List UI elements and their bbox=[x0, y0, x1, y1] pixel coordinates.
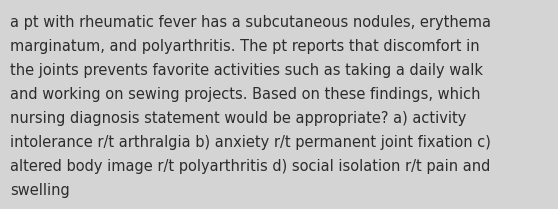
Text: swelling: swelling bbox=[10, 183, 70, 198]
Text: a pt with rheumatic fever has a subcutaneous nodules, erythema: a pt with rheumatic fever has a subcutan… bbox=[10, 15, 491, 30]
Text: intolerance r/t arthralgia b) anxiety r/t permanent joint fixation c): intolerance r/t arthralgia b) anxiety r/… bbox=[10, 135, 491, 150]
Text: and working on sewing projects. Based on these findings, which: and working on sewing projects. Based on… bbox=[10, 87, 480, 102]
Text: the joints prevents favorite activities such as taking a daily walk: the joints prevents favorite activities … bbox=[10, 63, 483, 78]
Text: nursing diagnosis statement would be appropriate? a) activity: nursing diagnosis statement would be app… bbox=[10, 111, 466, 126]
Text: marginatum, and polyarthritis. The pt reports that discomfort in: marginatum, and polyarthritis. The pt re… bbox=[10, 39, 480, 54]
Text: altered body image r/t polyarthritis d) social isolation r/t pain and: altered body image r/t polyarthritis d) … bbox=[10, 159, 490, 174]
